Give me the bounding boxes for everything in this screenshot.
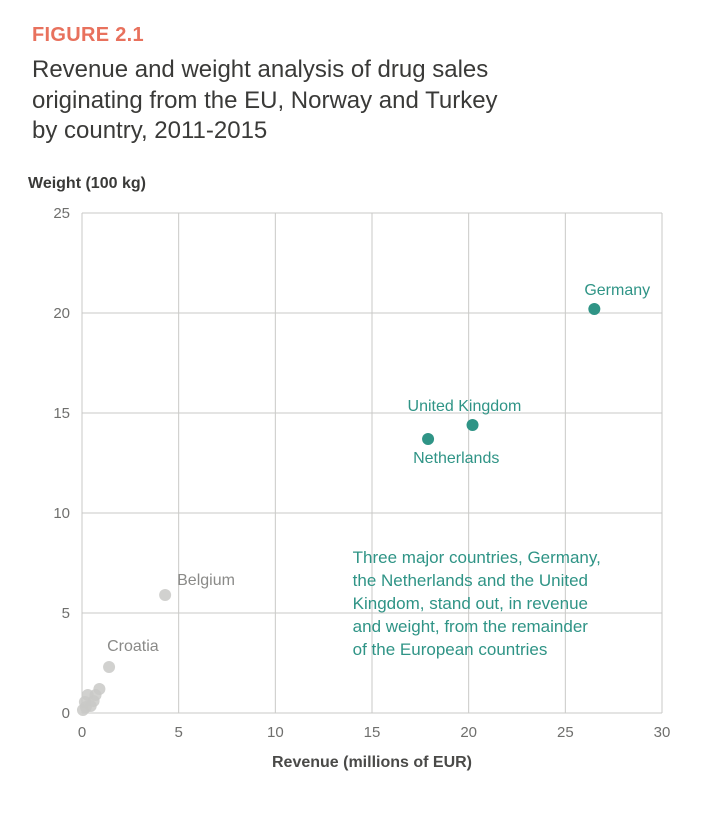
annotation-line: and weight, from the remainder	[353, 617, 589, 636]
annotation-line: the Netherlands and the United	[353, 571, 588, 590]
data-point	[422, 433, 434, 445]
y-tick-label: 0	[62, 705, 70, 722]
annotation-line: Kingdom, stand out, in revenue	[353, 594, 588, 613]
y-axis-title: Weight (100 kg)	[28, 175, 674, 193]
point-label: Netherlands	[413, 450, 499, 467]
title-line-2: originating from the EU, Norway and Turk…	[32, 87, 498, 114]
x-tick-label: 20	[460, 724, 477, 741]
title-line-3: by country, 2011-2015	[32, 117, 267, 144]
y-tick-label: 20	[53, 305, 70, 322]
x-tick-label: 0	[78, 724, 86, 741]
data-point	[159, 589, 171, 601]
data-point	[79, 696, 91, 708]
point-label: United Kingdom	[408, 398, 522, 415]
data-point	[103, 661, 115, 673]
scatter-plot: 0 5 10 15 20 25 30 0 5 10 15 20 25 Revenue (millions …	[32, 203, 674, 783]
point-label: Croatia	[107, 638, 159, 655]
y-tick-label: 10	[53, 505, 70, 522]
data-point	[90, 689, 102, 701]
data-point	[588, 303, 600, 315]
y-tick-label: 5	[62, 605, 70, 622]
x-tick-label: 15	[364, 724, 381, 741]
title-line-1: Revenue and weight analysis of drug sale…	[32, 56, 488, 83]
point-label: Belgium	[177, 572, 235, 589]
point-label: Germany	[584, 282, 650, 299]
chart-svg: 0 5 10 15 20 25 30 0 5 10 15 20 25 Revenue (millions …	[32, 203, 692, 783]
figure-title: Revenue and weight analysis of drug sale…	[32, 55, 674, 147]
x-tick-label: 5	[174, 724, 182, 741]
annotation-line: of the European countries	[353, 640, 548, 659]
x-tick-label: 30	[654, 724, 671, 741]
y-tick-label: 15	[53, 405, 70, 422]
y-tick-label: 25	[53, 205, 70, 222]
annotation-line: Three major countries, Germany,	[353, 548, 601, 567]
figure-label: FIGURE 2.1	[32, 24, 674, 47]
x-axis-title: Revenue (millions of EUR)	[272, 754, 472, 771]
data-point	[467, 419, 479, 431]
x-tick-label: 25	[557, 724, 574, 741]
x-tick-label: 10	[267, 724, 284, 741]
figure-container: FIGURE 2.1 Revenue and weight analysis o…	[0, 0, 702, 820]
